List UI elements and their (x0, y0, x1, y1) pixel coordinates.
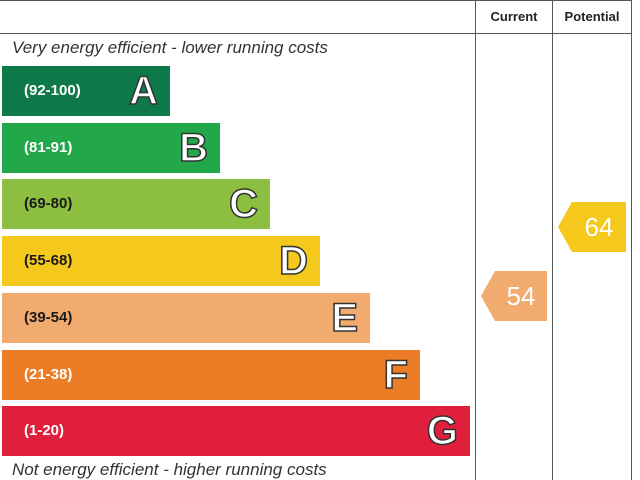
band-letter: E (331, 295, 359, 341)
potential-arrow-shape (558, 202, 626, 253)
caption-top: Very energy efficient - lower running co… (12, 38, 328, 57)
band-d: (55-68) D (2, 236, 320, 287)
band-f: (21-38) F (2, 349, 420, 400)
band-range-label: (81-91) (24, 138, 73, 156)
potential-column-left-border (552, 0, 553, 480)
caption-bottom: Not energy efficient - higher running co… (12, 460, 327, 479)
band-a: (92-100) A (2, 66, 170, 116)
band-range-label: (21-38) (24, 365, 73, 383)
band-range-label: (92-100) (24, 82, 81, 99)
current-column-left-border (475, 0, 476, 480)
band-range-label: (69-80) (24, 195, 73, 213)
band-range-label: (55-68) (24, 252, 73, 270)
band-e: (39-54) E (2, 292, 370, 343)
band-g: (1-20) G (2, 406, 470, 457)
potential-arrow-polygon (558, 202, 626, 253)
potential-value: 64 (584, 212, 614, 243)
band-letter: D (278, 238, 308, 284)
band-range-label: (1-20) (24, 422, 65, 440)
header-divider (0, 33, 632, 34)
band-letter: A (128, 68, 158, 114)
band-range-label: (39-54) (24, 308, 73, 326)
band-letter: F (383, 352, 409, 398)
band-letter: C (228, 182, 258, 228)
current-arrow-shape (481, 270, 547, 321)
current-value: 54 (506, 280, 536, 311)
right-border (631, 0, 632, 480)
potential-header: Potential (564, 9, 620, 24)
band-letter: G (426, 408, 459, 454)
current-arrow-polygon (481, 270, 547, 321)
top-border (0, 0, 632, 1)
band-c: (69-80) C (2, 179, 270, 230)
band-letter: B (178, 125, 208, 171)
current-header: Current (490, 9, 538, 24)
band-b: (81-91) B (2, 122, 220, 173)
